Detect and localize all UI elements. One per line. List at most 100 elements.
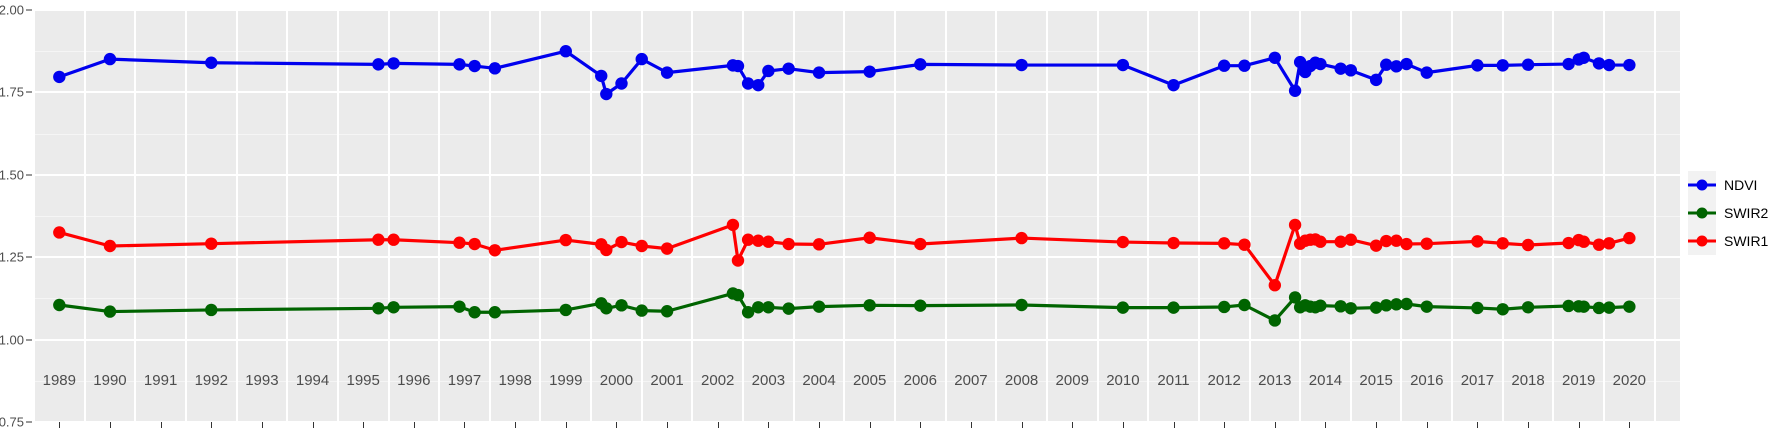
data-point <box>1369 73 1383 87</box>
series-swir2 <box>53 287 1636 327</box>
data-point <box>1521 238 1535 252</box>
x-tick-label: 2004 <box>802 372 836 389</box>
y-axis: 2.00 1.75 1.50 1.25 1.00 0.75 <box>0 0 34 442</box>
x-tick-mark <box>1173 422 1175 428</box>
y-tick-label: 1.75 <box>0 84 24 100</box>
x-tick-mark <box>261 422 263 428</box>
data-point <box>1380 58 1393 71</box>
x-tick-mark <box>717 422 719 428</box>
x-tick-label: 2010 <box>1106 372 1140 389</box>
series-line <box>57 49 1631 96</box>
data-point <box>1314 235 1327 248</box>
data-point <box>1380 234 1393 248</box>
x-tick-mark <box>413 422 415 428</box>
data-point <box>468 237 481 251</box>
legend: NDVI SWIR2 SWIR1 <box>1688 171 1773 255</box>
data-point <box>1116 58 1130 72</box>
gridline-horizontal-minor <box>34 298 1680 300</box>
x-axis-ticks <box>34 422 1680 430</box>
data-point <box>1577 51 1590 64</box>
data-point <box>1577 235 1590 248</box>
data-point <box>1420 237 1433 250</box>
data-point <box>1496 303 1509 316</box>
x-tick-label: 2015 <box>1359 372 1393 389</box>
gridline-horizontal-major <box>34 256 1680 259</box>
data-point <box>1471 301 1484 315</box>
data-point <box>615 77 628 90</box>
data-point <box>1314 57 1327 71</box>
y-tick-mark <box>26 256 32 258</box>
data-point <box>863 299 876 312</box>
series-layer <box>53 45 1636 327</box>
data-point <box>1592 301 1606 315</box>
data-point <box>762 64 775 78</box>
plot-panel: 1989 1990 1991 1992 1993 1994 1995 1996 1997 1998… <box>34 10 1680 422</box>
data-point <box>660 66 674 79</box>
gridline-vertical-major <box>184 10 187 422</box>
x-tick-label: 2019 <box>1562 372 1596 389</box>
x-tick-label: 1990 <box>93 372 127 389</box>
gridline-vertical-major <box>539 10 542 422</box>
legend-item-swir2[interactable]: SWIR2 <box>1688 199 1773 227</box>
data-point <box>453 58 466 71</box>
data-point <box>1400 297 1413 311</box>
data-point <box>1496 59 1509 72</box>
data-point <box>468 306 481 319</box>
data-point <box>559 233 572 247</box>
gridline-vertical-major <box>1603 10 1606 422</box>
data-point <box>1390 298 1403 311</box>
data-point <box>741 77 755 90</box>
data-point <box>1380 299 1393 312</box>
x-tick-mark <box>1325 422 1327 428</box>
legend-item-label: SWIR2 <box>1724 205 1769 221</box>
data-point <box>1562 299 1575 313</box>
data-point <box>1420 300 1433 313</box>
series-line <box>57 223 1631 287</box>
data-point <box>914 237 927 251</box>
x-tick-label: 1998 <box>498 372 532 389</box>
data-point <box>1116 235 1130 249</box>
gridline-vertical-major <box>1197 10 1200 422</box>
legend-item-ndvi[interactable]: NDVI <box>1688 171 1773 199</box>
data-point <box>782 302 795 315</box>
x-tick-label: 2002 <box>701 372 735 389</box>
data-point <box>1602 58 1616 72</box>
x-tick-mark <box>515 422 517 428</box>
data-point <box>812 238 826 251</box>
legend-item-swir1[interactable]: SWIR1 <box>1688 227 1773 255</box>
x-tick-label: 2012 <box>1207 372 1241 389</box>
x-tick-label: 2001 <box>650 372 684 389</box>
data-point <box>1015 298 1028 312</box>
gridline-vertical-major <box>742 10 745 422</box>
x-tick-label: 1993 <box>245 372 279 389</box>
x-tick-mark <box>363 422 365 428</box>
data-point <box>752 301 765 314</box>
data-point <box>559 303 572 317</box>
data-point <box>1521 301 1535 314</box>
y-tick-label: 0.75 <box>0 414 24 430</box>
x-tick-label: 2005 <box>852 372 887 389</box>
x-tick-mark <box>1072 422 1074 428</box>
data-point <box>1238 298 1251 312</box>
data-point <box>615 235 628 249</box>
data-point <box>1167 301 1180 314</box>
x-tick-label: 2016 <box>1410 372 1444 389</box>
x-tick-mark <box>920 422 922 428</box>
gridline-horizontal-major <box>34 421 1680 422</box>
x-tick-mark <box>1021 422 1023 428</box>
data-point <box>731 254 745 267</box>
data-point <box>372 233 385 246</box>
data-point <box>53 298 66 312</box>
y-tick-mark <box>26 339 32 341</box>
gridline-vertical-major <box>1552 10 1555 422</box>
data-point <box>205 237 218 250</box>
data-point <box>1369 239 1383 252</box>
x-tick-label: 2020 <box>1612 372 1647 389</box>
data-point <box>53 226 66 239</box>
data-point <box>1400 57 1413 71</box>
y-tick-label: 2.00 <box>0 2 24 18</box>
x-tick-label: 2017 <box>1460 372 1495 389</box>
data-point <box>372 302 385 315</box>
x-tick-mark <box>1122 422 1124 428</box>
